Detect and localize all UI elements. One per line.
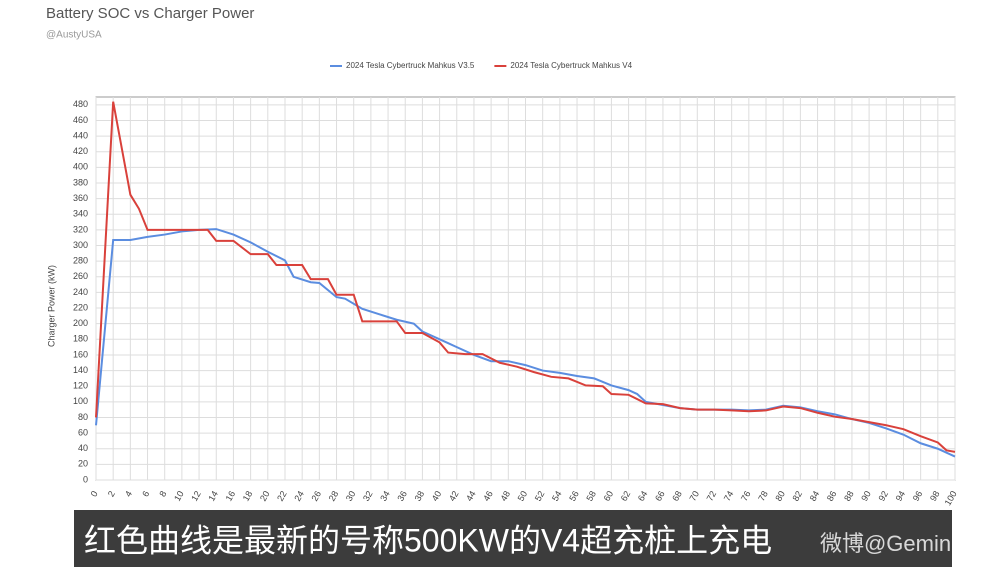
x-tick-label: 68 [670,489,684,503]
x-tick-label: 58 [584,489,598,503]
x-tick-label: 98 [928,489,942,503]
x-tick-label: 8 [157,489,168,498]
x-tick-label: 52 [533,489,547,503]
y-axis-label: Charger Power (kW) [46,265,56,347]
y-tick-label: 180 [73,334,88,344]
x-tick-label: 32 [361,489,375,503]
y-tick-label: 80 [78,412,88,422]
chart-title: Battery SOC vs Charger Power [46,5,254,22]
x-tick-label: 14 [206,489,220,503]
x-tick-label: 36 [395,489,409,503]
x-tick-label: 80 [773,489,787,503]
x-tick-label: 82 [791,489,805,503]
y-tick-label: 480 [73,99,88,109]
y-tick-label: 380 [73,177,88,187]
x-tick-label: 74 [722,489,736,503]
x-tick-label: 44 [464,489,478,503]
x-tick-label: 28 [327,489,341,503]
y-tick-label: 140 [73,365,88,375]
y-tick-label: 0 [83,474,88,484]
x-tick-label: 78 [756,489,770,503]
y-tick-label: 220 [73,302,88,312]
x-tick-label: 0 [89,489,100,498]
x-tick-label: 6 [140,489,151,498]
x-tick-label: 2 [106,489,117,498]
x-tick-label: 4 [123,489,134,498]
x-tick-label: 46 [481,489,495,503]
y-tick-label: 440 [73,130,88,140]
x-tick-label: 60 [602,489,616,503]
y-tick-label: 100 [73,396,88,406]
y-tick-label: 300 [73,240,88,250]
caption-box [74,510,952,567]
x-tick-label: 24 [292,489,306,503]
x-tick-label: 72 [705,489,719,503]
x-tick-label: 90 [859,489,873,503]
series-line [95,101,956,453]
y-tick-label: 320 [73,224,88,234]
y-tick-label: 40 [78,443,88,453]
y-tick-label: 360 [73,193,88,203]
y-tick-label: 240 [73,287,88,297]
x-tick-label: 64 [636,489,650,503]
y-tick-label: 340 [73,209,88,219]
x-tick-label: 56 [567,489,581,503]
x-tick-label: 88 [842,489,856,503]
y-tick-label: 160 [73,349,88,359]
x-tick-label: 34 [378,489,392,503]
x-tick-label: 16 [224,489,238,503]
x-tick-label: 12 [189,489,203,503]
x-tick-label: 70 [687,489,701,503]
x-tick-label: 84 [808,489,822,503]
x-tick-label: 50 [516,489,530,503]
caption: 红色曲线是最新的号称500KW的V4超充桩上充电 [84,522,772,558]
y-tick-label: 460 [73,115,88,125]
y-tick-label: 280 [73,256,88,266]
x-tick-label: 30 [344,489,358,503]
legend-label: 2024 Tesla Cybertruck Mahkus V3.5 [346,61,475,70]
x-tick-label: 42 [447,489,461,503]
x-tick-label: 18 [241,489,255,503]
x-tick-label: 26 [309,489,323,503]
y-tick-label: 200 [73,318,88,328]
x-tick-label: 10 [172,489,186,503]
x-tick-label: 66 [653,489,667,503]
x-tick-label: 20 [258,489,272,503]
legend-label: 2024 Tesla Cybertruck Mahkus V4 [510,61,632,70]
y-tick-label: 60 [78,427,88,437]
x-tick-label: 54 [550,489,564,503]
x-tick-label: 94 [894,489,908,503]
x-tick-label: 96 [911,489,925,503]
chart-subtitle: @AustyUSA [46,30,102,41]
y-tick-label: 120 [73,381,88,391]
y-tick-label: 260 [73,271,88,281]
y-tick-label: 20 [78,459,88,469]
x-tick-label: 48 [498,489,512,503]
x-tick-label: 86 [825,489,839,503]
x-tick-label: 22 [275,489,289,503]
x-tick-label: 76 [739,489,753,503]
y-tick-label: 400 [73,162,88,172]
x-tick-label: 92 [876,489,890,503]
y-tick-label: 420 [73,146,88,156]
x-tick-label: 62 [619,489,633,503]
x-tick-label: 40 [430,489,444,503]
watermark: 微博@Gemini迷你 [820,531,1000,556]
x-tick-label: 38 [413,489,427,503]
